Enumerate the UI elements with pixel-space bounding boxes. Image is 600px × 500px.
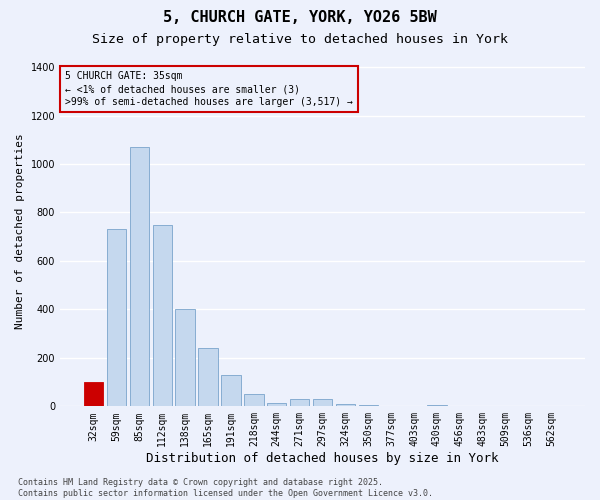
Bar xyxy=(290,399,310,406)
Bar xyxy=(221,375,241,406)
Bar xyxy=(335,404,355,406)
Text: 5 CHURCH GATE: 35sqm
← <1% of detached houses are smaller (3)
>99% of semi-detac: 5 CHURCH GATE: 35sqm ← <1% of detached h… xyxy=(65,71,353,107)
Text: Contains HM Land Registry data © Crown copyright and database right 2025.
Contai: Contains HM Land Registry data © Crown c… xyxy=(18,478,433,498)
Bar xyxy=(267,402,286,406)
Bar xyxy=(107,230,126,406)
Y-axis label: Number of detached properties: Number of detached properties xyxy=(15,133,25,328)
Bar xyxy=(427,405,446,406)
Text: Size of property relative to detached houses in York: Size of property relative to detached ho… xyxy=(92,32,508,46)
Bar xyxy=(199,348,218,406)
Bar xyxy=(84,382,103,406)
Bar xyxy=(152,224,172,406)
Bar xyxy=(359,405,378,406)
Text: 5, CHURCH GATE, YORK, YO26 5BW: 5, CHURCH GATE, YORK, YO26 5BW xyxy=(163,10,437,25)
X-axis label: Distribution of detached houses by size in York: Distribution of detached houses by size … xyxy=(146,452,499,465)
Bar xyxy=(130,147,149,406)
Bar xyxy=(175,310,195,406)
Bar xyxy=(313,399,332,406)
Bar xyxy=(244,394,263,406)
